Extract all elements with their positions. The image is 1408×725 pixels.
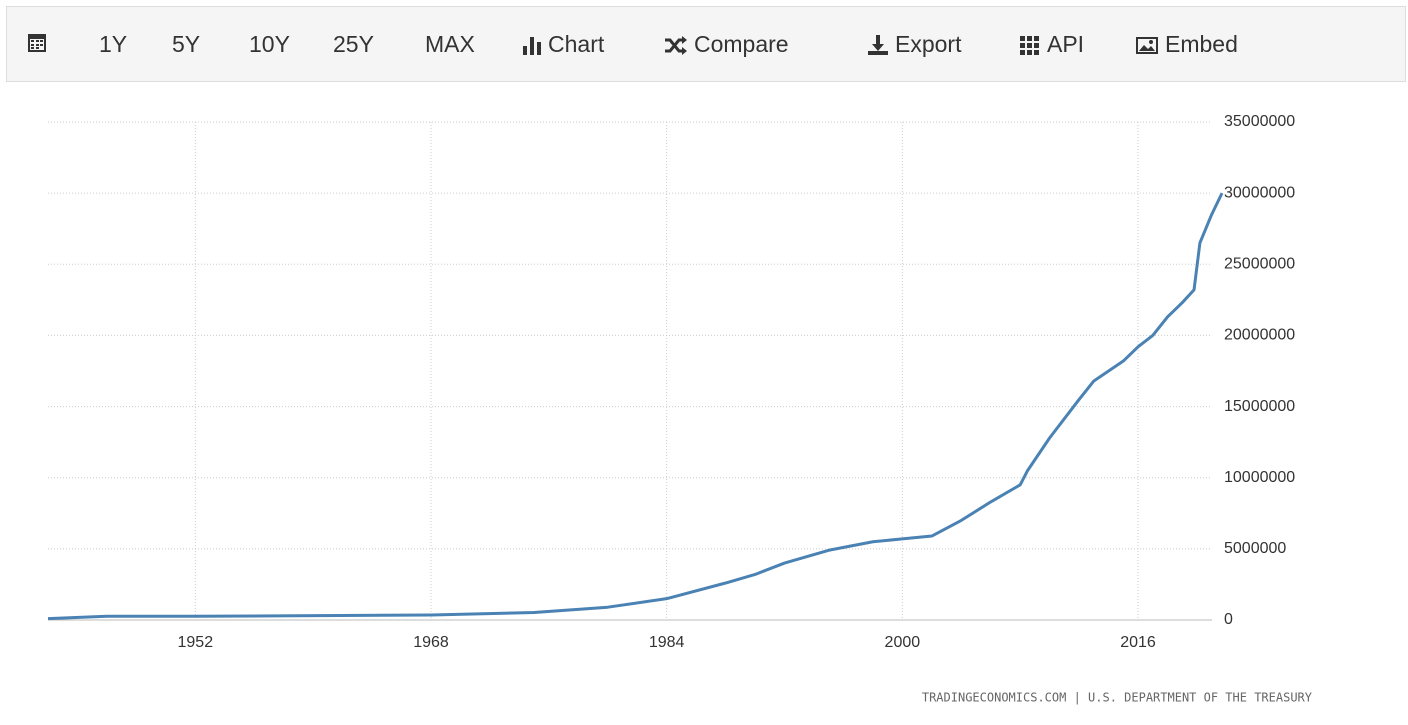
grid-icon	[1020, 35, 1039, 55]
label: 10Y	[249, 31, 290, 57]
api-button[interactable]: API	[1019, 31, 1084, 58]
toolbar: 1Y 5Y 10Y 25Y MAX Chart Compare Export A…	[6, 6, 1406, 82]
label: 5Y	[172, 31, 201, 57]
x-tick-label: 1984	[649, 634, 685, 651]
label: MAX	[425, 31, 475, 57]
label: Embed	[1165, 31, 1238, 57]
shuffle-icon	[665, 35, 687, 55]
y-tick-label: 5000000	[1224, 540, 1286, 557]
x-tick-label: 1968	[413, 634, 449, 651]
range-button[interactable]: 10Y	[249, 31, 290, 58]
image-icon	[1136, 36, 1158, 54]
y-tick-label: 35000000	[1224, 113, 1295, 130]
range-button[interactable]: 25Y	[333, 31, 374, 58]
calendar-icon	[28, 34, 46, 52]
source: TRADINGECONOMICS.COM | U.S. DEPARTMENT O…	[922, 691, 1313, 705]
range-button[interactable]: 1Y	[99, 31, 127, 58]
label: API	[1047, 31, 1085, 57]
chart-button[interactable]: Chart	[522, 31, 604, 58]
label: 1Y	[99, 31, 128, 57]
download-icon	[868, 34, 888, 55]
embed-button[interactable]: Embed	[1135, 31, 1238, 58]
y-tick-label: 30000000	[1224, 184, 1295, 201]
x-tick-label: 2000	[885, 634, 921, 651]
x-tick-label: 1952	[178, 634, 214, 651]
label: Export	[895, 31, 962, 57]
label: 25Y	[333, 31, 374, 57]
y-tick-label: 20000000	[1224, 327, 1295, 344]
y-tick-label: 0	[1224, 611, 1233, 628]
y-tick-label: 10000000	[1224, 469, 1295, 486]
compare-button[interactable]: Compare	[664, 31, 789, 58]
label: Chart	[548, 31, 605, 57]
label: Compare	[694, 31, 789, 57]
range-button[interactable]: 5Y	[172, 31, 200, 58]
range-button[interactable]: MAX	[425, 31, 475, 58]
y-tick-label: 15000000	[1224, 398, 1295, 415]
y-tick-label: 25000000	[1224, 256, 1295, 273]
x-tick-label: 2016	[1120, 634, 1156, 651]
bar-icon	[523, 36, 541, 55]
line	[47, 192, 1224, 621]
export-button[interactable]: Export	[867, 31, 961, 58]
calendar-button[interactable]	[27, 31, 47, 53]
